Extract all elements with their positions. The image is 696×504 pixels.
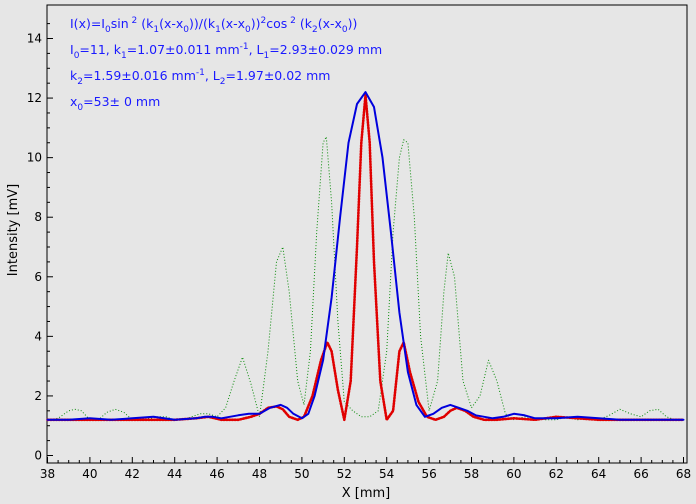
series-line-2 [46, 91, 685, 421]
x-tick-label: 60 [506, 467, 521, 481]
annotation-line-4: x0=53± 0 mm [70, 94, 160, 113]
y-tick-label: 10 [27, 151, 42, 165]
x-axis-title: X [mm] [342, 486, 391, 501]
x-tick-label: 46 [209, 467, 224, 481]
y-tick-label: 8 [34, 210, 42, 224]
x-tick-label: 40 [82, 467, 97, 481]
x-tick-label: 58 [464, 467, 479, 481]
x-tick-label: 52 [337, 467, 352, 481]
y-tick-label: 2 [34, 389, 42, 403]
x-tick-label: 44 [167, 467, 182, 481]
x-tick-label: 66 [633, 467, 648, 481]
ticks-layer: 38 40 42 44 46 48 50 52 54 56 58 60 62 64 66 6802468101… [27, 23, 691, 481]
x-tick-label: 54 [379, 467, 394, 481]
x-tick-label: 64 [591, 467, 606, 481]
y-tick-label: 0 [34, 449, 42, 463]
y-axis-title: Intensity [mV] [6, 184, 21, 276]
annotation-line-3: k2=1.59±0.016 mm-1, L2=1.97±0.02 mm [70, 68, 330, 87]
annotation-line-2: I0=11, k1=1.07±0.011 mm-1, L1=2.93±0.029… [70, 42, 382, 61]
x-tick-label: 48 [252, 467, 267, 481]
x-tick-label: 56 [421, 467, 436, 481]
y-tick-label: 12 [27, 91, 42, 105]
x-tick-label: 50 [294, 467, 309, 481]
x-tick-label: 62 [549, 467, 564, 481]
series-layer [46, 91, 685, 422]
y-tick-label: 4 [34, 329, 42, 343]
x-tick-label: 42 [125, 467, 140, 481]
plot-frame [46, 4, 688, 464]
x-tick-label: 68 [676, 467, 691, 481]
annotation-formula: I(x)=I0sin 2 (k1(x-x0))/(k1(x-x0))2cos 2… [70, 16, 357, 35]
series-line-1 [46, 93, 685, 422]
x-tick-label: 38 [40, 467, 55, 481]
y-tick-label: 6 [34, 270, 42, 284]
y-tick-label: 14 [27, 32, 42, 46]
